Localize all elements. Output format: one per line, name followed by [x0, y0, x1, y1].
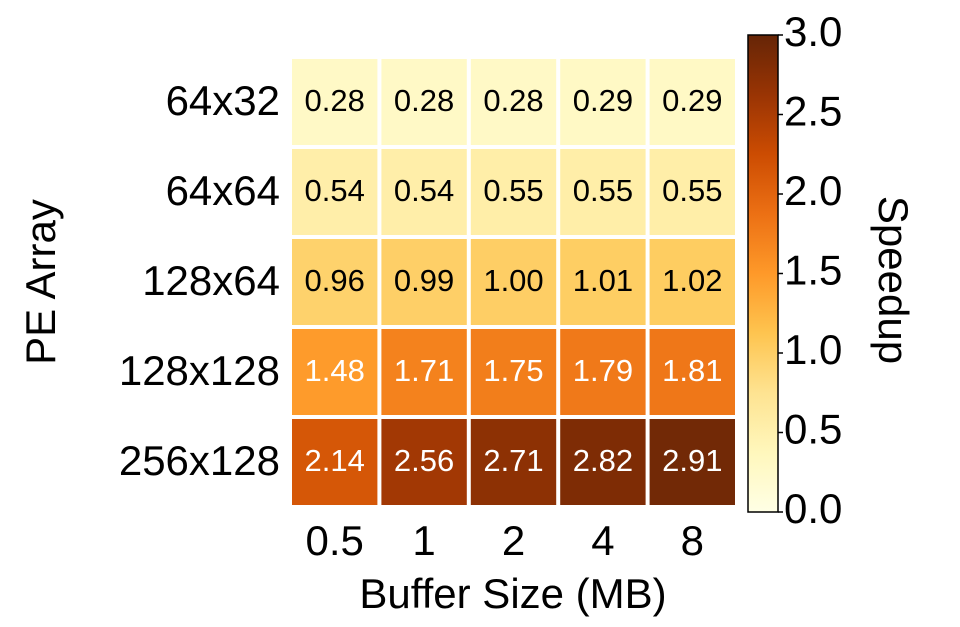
- heatmap-cell: [292, 149, 378, 235]
- cell-label: 2.71: [483, 443, 543, 478]
- heatmap-cell: [560, 329, 646, 415]
- y-tick-label: 64x32: [166, 77, 280, 124]
- cell-label: 2.14: [305, 443, 365, 478]
- heatmap-cell: [649, 419, 735, 505]
- x-tick-label: 8: [681, 517, 704, 564]
- heatmap-cell: [560, 419, 646, 505]
- heatmap-cell: [649, 149, 735, 235]
- heatmap-cell: [292, 329, 378, 415]
- heatmap-cell: [381, 239, 467, 325]
- cell-label: 1.48: [305, 353, 365, 388]
- y-tick-label: 64x64: [166, 167, 280, 214]
- cell-label: 0.99: [394, 263, 454, 298]
- x-tick-label: 0.5: [306, 517, 364, 564]
- heatmap-cell: [649, 329, 735, 415]
- cell-label: 0.28: [305, 83, 365, 118]
- heatmap-cell: [560, 149, 646, 235]
- x-axis-label: Buffer Size (MB): [359, 570, 666, 617]
- cell-label: 1.81: [662, 353, 722, 388]
- heatmap-cell: [292, 239, 378, 325]
- colorbar-tick-label: 2.0: [784, 167, 842, 214]
- cell-label: 1.00: [483, 263, 543, 298]
- heatmap-cell: [381, 59, 467, 145]
- colorbar-tick-label: 1.0: [784, 326, 842, 373]
- cell-label: 0.54: [394, 173, 454, 208]
- colorbar-tick-label: 0.5: [784, 406, 842, 453]
- cell-label: 2.82: [573, 443, 633, 478]
- cell-label: 0.55: [573, 173, 633, 208]
- cell-label: 0.96: [305, 263, 365, 298]
- cell-label: 0.55: [483, 173, 543, 208]
- heatmap-cell: [292, 419, 378, 505]
- heatmap-cell: [649, 59, 735, 145]
- cell-label: 1.71: [394, 353, 454, 388]
- cell-label: 2.56: [394, 443, 454, 478]
- heatmap-cell: [292, 59, 378, 145]
- cell-label: 1.75: [483, 353, 543, 388]
- cell-label: 0.29: [573, 83, 633, 118]
- colorbar-tick-label: 0.0: [784, 485, 842, 532]
- heatmap-cell: [560, 239, 646, 325]
- cell-label: 2.91: [662, 443, 722, 478]
- cell-label: 0.29: [662, 83, 722, 118]
- heatmap-cell: [381, 149, 467, 235]
- y-tick-label: 128x64: [142, 257, 280, 304]
- heatmap-cell: [470, 329, 557, 415]
- heatmap-cell: [560, 59, 646, 145]
- heatmap-cell: [649, 239, 735, 325]
- cell-label: 0.28: [483, 83, 543, 118]
- cell-label: 0.54: [305, 173, 365, 208]
- cell-label: 1.79: [573, 353, 633, 388]
- cell-label: 1.01: [573, 263, 633, 298]
- colorbar-label: Speedup: [870, 196, 917, 364]
- colorbar-tick-label: 2.5: [784, 88, 842, 135]
- cell-label: 1.02: [662, 263, 722, 298]
- colorbar-tick-label: 1.5: [784, 247, 842, 294]
- colorbar-tick-label: 3.0: [784, 8, 842, 55]
- cell-label: 0.28: [394, 83, 454, 118]
- heatmap-cell: [381, 329, 467, 415]
- heatmap-cell: [470, 149, 557, 235]
- cell-label: 0.55: [662, 173, 722, 208]
- colorbar: [747, 34, 779, 513]
- y-axis-label: PE Array: [17, 199, 64, 365]
- heatmap-cell: [381, 419, 467, 505]
- y-tick-label: 256x128: [119, 437, 280, 484]
- x-tick-label: 4: [591, 517, 614, 564]
- heatmap-cell: [470, 239, 557, 325]
- x-tick-label: 1: [412, 517, 435, 564]
- x-tick-label: 2: [502, 517, 525, 564]
- heatmap-cell: [470, 419, 557, 505]
- y-tick-label: 128x128: [119, 347, 280, 394]
- heatmap-cell: [470, 59, 557, 145]
